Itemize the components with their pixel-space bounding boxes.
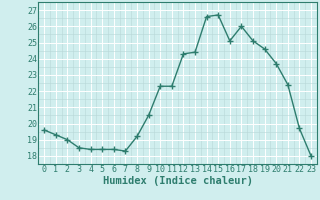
X-axis label: Humidex (Indice chaleur): Humidex (Indice chaleur) (103, 176, 252, 186)
